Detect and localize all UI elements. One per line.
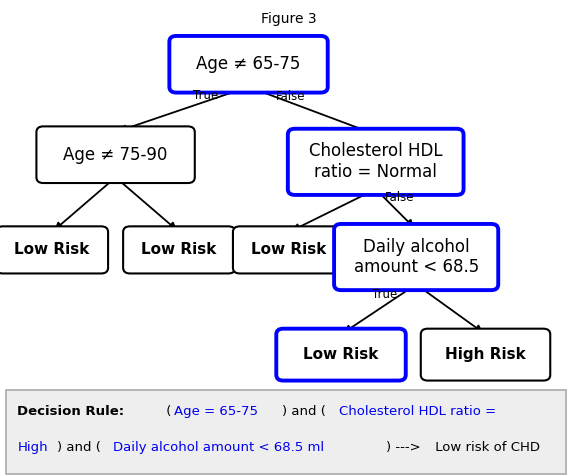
Text: Low risk of CHD: Low risk of CHD — [431, 441, 540, 454]
Text: Daily alcohol
amount < 68.5: Daily alcohol amount < 68.5 — [354, 238, 479, 277]
FancyBboxPatch shape — [421, 328, 550, 381]
Text: High Risk: High Risk — [445, 347, 526, 362]
Text: (: ( — [161, 405, 171, 418]
FancyBboxPatch shape — [6, 390, 566, 474]
Text: Low Risk: Low Risk — [142, 242, 217, 258]
Text: False: False — [385, 191, 415, 204]
FancyBboxPatch shape — [276, 328, 406, 381]
Text: ) and (: ) and ( — [282, 405, 326, 418]
Text: ) --->: ) ---> — [386, 441, 421, 454]
Text: Cholesterol HDL
ratio = Normal: Cholesterol HDL ratio = Normal — [309, 142, 443, 181]
FancyBboxPatch shape — [0, 227, 108, 273]
Text: Age ≠ 75-90: Age ≠ 75-90 — [64, 146, 168, 164]
Text: Age = 65-75: Age = 65-75 — [173, 405, 258, 418]
Text: Daily alcohol amount < 68.5 ml: Daily alcohol amount < 68.5 ml — [113, 441, 325, 454]
Text: False: False — [275, 90, 305, 103]
Text: Cholesterol HDL ratio =: Cholesterol HDL ratio = — [339, 405, 496, 418]
Text: Low Risk: Low Risk — [303, 347, 379, 362]
Text: Low Risk: Low Risk — [14, 242, 90, 258]
FancyBboxPatch shape — [334, 224, 498, 290]
Text: Age ≠ 65-75: Age ≠ 65-75 — [197, 55, 301, 73]
FancyBboxPatch shape — [169, 36, 328, 92]
FancyBboxPatch shape — [123, 227, 235, 273]
Text: High: High — [17, 441, 48, 454]
Text: True: True — [372, 288, 398, 301]
Text: Decision Rule:: Decision Rule: — [17, 405, 129, 418]
Text: True: True — [193, 89, 218, 102]
Text: Low Risk: Low Risk — [251, 242, 327, 258]
FancyBboxPatch shape — [36, 126, 195, 183]
Text: Figure 3: Figure 3 — [261, 12, 317, 26]
FancyBboxPatch shape — [288, 129, 464, 195]
Text: ) and (: ) and ( — [57, 441, 101, 454]
FancyBboxPatch shape — [233, 227, 345, 273]
